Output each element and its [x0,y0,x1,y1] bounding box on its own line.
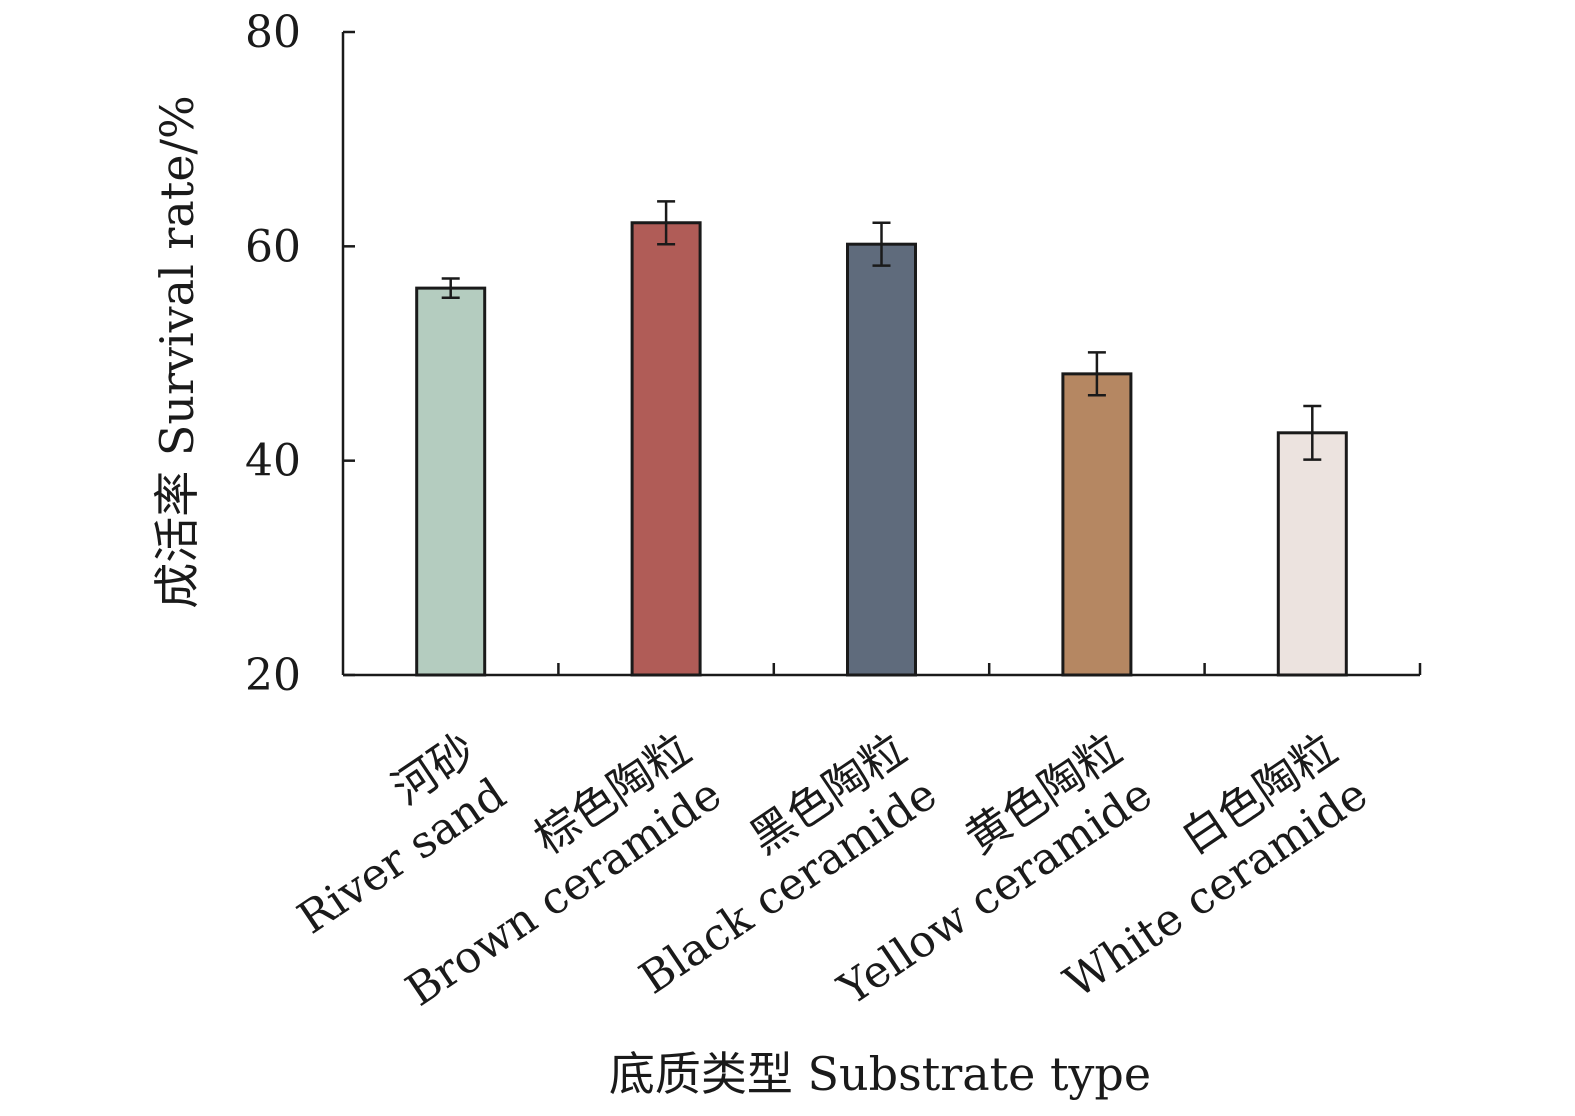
x-category-label-0: 河砂River sand [259,724,515,944]
y-axis-title: 成活率 Survival rate/% [150,95,204,609]
error-bar-1 [657,200,676,246]
bar-2 [846,242,917,677]
bar-0 [415,286,487,677]
error-bar-0 [441,277,460,300]
error-bar-3 [1087,351,1106,397]
y-tick-label: 40 [245,436,301,487]
plot-area [341,32,1422,677]
y-tick-label: 20 [245,650,301,701]
y-axis-ticks: 20 40 60 80 [245,7,355,701]
bar-1 [630,221,702,677]
error-bar-2 [872,221,891,267]
bar-4 [1276,431,1348,677]
bar-3 [1061,372,1133,677]
y-tick-label: 80 [245,7,301,58]
x-axis-category-labels: 河砂River sand 棕色陶粒Brown ceramide 黑色陶粒Black … [259,724,1377,1017]
y-tick-label: 60 [245,221,301,272]
x-axis-title: 底质类型 Substrate type [609,1047,1151,1101]
error-bar-4 [1303,404,1322,461]
